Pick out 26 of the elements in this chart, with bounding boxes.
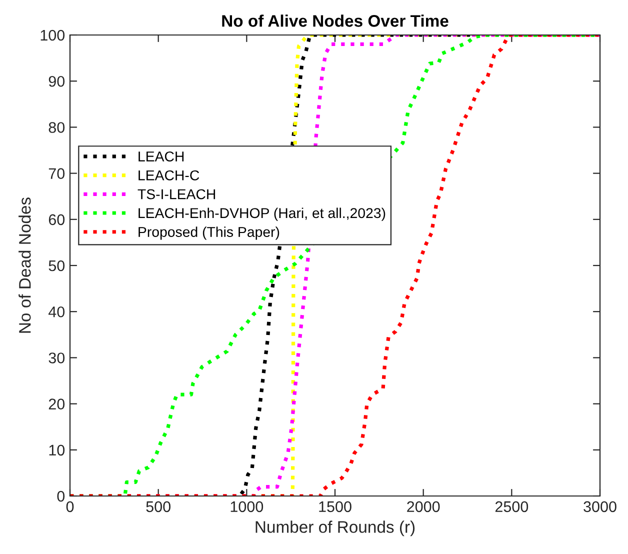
y-tick-label: 0 <box>57 490 65 502</box>
y-tick-label: 10 <box>49 444 65 456</box>
x-tick-label: 2500 <box>495 501 528 512</box>
x-axis-title: Number of Rounds (r) <box>256 520 415 536</box>
y-tick-label: 90 <box>48 76 65 87</box>
legend-label: Proposed (This Paper) <box>138 226 280 240</box>
y-tick-label: 80 <box>48 122 65 133</box>
y-tick-label: 20 <box>48 398 65 410</box>
legend-label: LEACH-Enh-DVHOP (Hari, et all.,2023) <box>138 208 386 221</box>
legend-label: LEACH-C <box>138 170 200 180</box>
y-tick-label: 60 <box>48 214 65 226</box>
y-tick-label: 50 <box>48 260 65 272</box>
x-tick-label: 500 <box>146 501 170 512</box>
x-tick-label: 1500 <box>319 501 352 512</box>
x-tick-label: 1000 <box>230 501 264 512</box>
x-tick-label: 2000 <box>407 501 440 512</box>
y-tick-label: 40 <box>48 306 65 318</box>
x-tick-label: 0 <box>66 501 74 512</box>
y-tick-label: 30 <box>48 352 65 364</box>
legend-label: LEACH <box>138 151 184 162</box>
y-axis-title: No of Dead Nodes <box>18 198 31 333</box>
chart-title: No of Alive Nodes Over Time <box>222 14 448 27</box>
x-tick-label: 3000 <box>584 501 616 512</box>
legend-label: TS-I-LEACH <box>138 189 216 200</box>
y-tick-label: 70 <box>48 168 65 179</box>
y-tick-label: 100 <box>40 30 65 41</box>
